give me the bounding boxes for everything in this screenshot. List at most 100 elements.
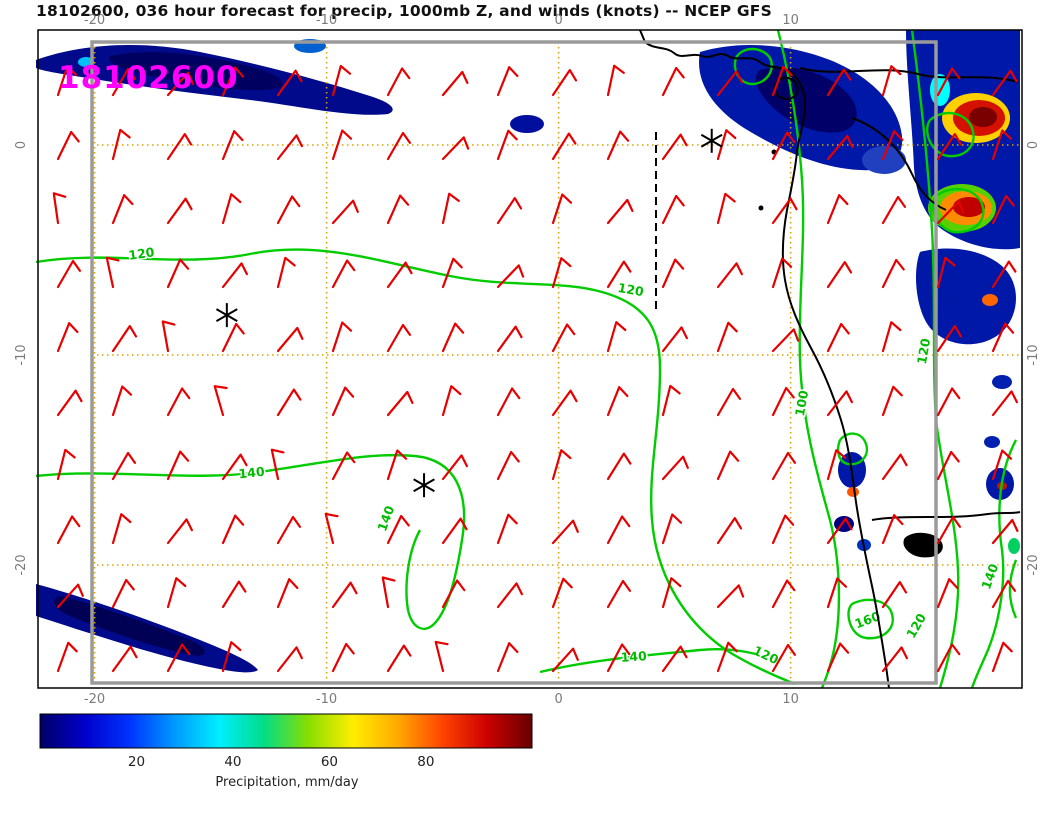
map-domain-frame <box>90 40 938 685</box>
wind-barb <box>221 453 248 481</box>
height-contour <box>847 598 894 640</box>
wind-barb <box>386 449 408 481</box>
wind-barb <box>276 646 303 673</box>
wind-barb <box>606 386 629 417</box>
wind-barb <box>716 517 743 545</box>
wind-barb <box>991 390 1018 417</box>
wind-barb <box>551 389 578 417</box>
wind-barb <box>771 579 796 609</box>
wind-barb <box>331 129 353 161</box>
wind-barb <box>111 513 132 545</box>
wind-barb <box>496 264 525 289</box>
wind-barb <box>56 130 80 161</box>
wind-barb <box>606 452 632 481</box>
height-contour <box>1008 559 1018 619</box>
height-contour <box>776 29 841 689</box>
wind-barb <box>111 325 138 353</box>
precip-area <box>992 375 1012 389</box>
height-contour <box>925 111 975 158</box>
wind-barb <box>161 320 176 353</box>
wind-barb <box>496 513 518 545</box>
wind-barb <box>991 518 1019 545</box>
wind-barb <box>276 256 296 289</box>
wind-barb <box>276 134 303 161</box>
wind-barb <box>386 261 413 289</box>
wind-barb <box>386 67 411 97</box>
wind-barb <box>276 388 302 417</box>
wind-barb <box>716 70 743 97</box>
wind-barb <box>331 64 352 97</box>
wind-barb <box>496 450 520 481</box>
wind-barb <box>386 644 412 673</box>
wind-barb <box>551 449 572 481</box>
wind-barb <box>331 199 359 225</box>
island <box>758 205 764 211</box>
contour-label: 140 <box>978 561 1001 591</box>
wind-barb <box>606 321 627 353</box>
wind-barb <box>56 583 84 609</box>
wind-barb <box>881 321 902 353</box>
asterisk-marker <box>700 133 723 148</box>
wind-barb <box>881 514 904 545</box>
wind-barb <box>166 71 194 97</box>
contour-label: 100 <box>792 389 811 418</box>
wind-barb <box>991 129 1013 161</box>
wind-barb <box>716 584 745 609</box>
wind-barb <box>991 449 1013 481</box>
contour-label: 120 <box>617 280 646 299</box>
contour-label: 140 <box>620 648 647 665</box>
wind-barb <box>386 390 414 417</box>
colorbar-tick-label: 40 <box>224 754 241 770</box>
y-tick-label: -10 <box>14 344 29 365</box>
wind-barb <box>936 387 961 417</box>
wind-barb <box>331 386 355 417</box>
x-tick-label: -20 <box>84 692 105 707</box>
wind-barb <box>661 66 685 97</box>
wind-barb <box>661 455 689 481</box>
precip-area <box>953 197 985 217</box>
wind-barb <box>771 643 796 673</box>
asterisk-marker <box>413 478 435 493</box>
wind-barb <box>441 70 469 97</box>
colorbar-label: Precipitation, mm/day <box>215 775 358 790</box>
wind-barb <box>166 577 187 609</box>
x-tick-label: -20 <box>84 13 105 28</box>
wind-barb <box>111 385 133 417</box>
wind-barb <box>56 259 81 289</box>
wind-barb <box>881 646 908 673</box>
y-tick-label: -10 <box>1026 344 1041 365</box>
map-frame-layer <box>37 29 1023 689</box>
wind-barb <box>661 258 685 289</box>
wind-barb <box>441 517 468 545</box>
wind-barb <box>111 128 131 161</box>
wind-barb <box>331 451 356 481</box>
contour-label: 120 <box>914 337 933 366</box>
wind-barb <box>496 387 521 417</box>
wind-barb <box>771 328 800 353</box>
wind-barb <box>213 385 228 417</box>
wind-barb <box>936 325 963 353</box>
wind-barb <box>551 193 573 225</box>
wind-barb <box>881 453 908 481</box>
height-contour <box>35 248 796 686</box>
wind-barb <box>166 643 191 673</box>
x-tick-label: 0 <box>554 13 562 28</box>
wind-barb <box>881 258 905 289</box>
wind-barb <box>276 326 304 353</box>
colorbar-bar <box>39 713 533 749</box>
coastline <box>871 511 1021 521</box>
wind-barb <box>606 260 632 289</box>
wind-barb <box>771 451 796 481</box>
wind-barb <box>331 642 355 673</box>
wind-barb <box>606 579 631 609</box>
precip-area <box>982 294 998 306</box>
wind-barb <box>221 66 245 97</box>
wind-barb <box>991 69 1018 97</box>
wind-barb <box>551 647 579 673</box>
wind-barb <box>826 261 853 289</box>
precip-area <box>862 146 906 174</box>
wind-barb <box>386 323 411 353</box>
wind-barb <box>221 262 248 289</box>
wind-barb <box>606 64 625 97</box>
x-tick-label: 0 <box>554 692 562 707</box>
